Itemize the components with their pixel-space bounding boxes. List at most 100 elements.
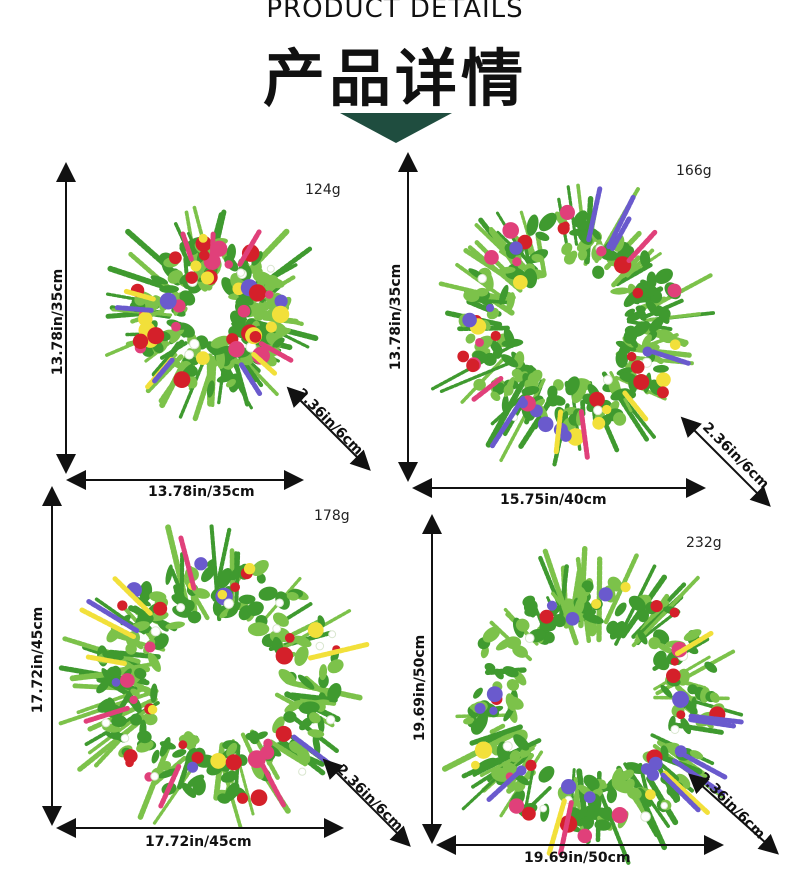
flower <box>210 752 227 769</box>
flower <box>265 290 274 299</box>
leaf <box>709 692 720 703</box>
leaf <box>660 684 673 698</box>
leaf <box>480 646 489 659</box>
leaf <box>247 622 270 637</box>
flower <box>150 626 161 637</box>
flower <box>198 233 208 243</box>
flower <box>198 249 210 261</box>
flower <box>173 371 191 389</box>
leaf <box>476 757 497 770</box>
flower <box>484 250 499 265</box>
flower <box>184 349 195 360</box>
flower-spike <box>209 231 216 259</box>
leaf <box>216 374 232 383</box>
flower-spike <box>677 750 728 780</box>
leaf <box>165 564 173 585</box>
flower <box>537 416 554 433</box>
leaf <box>639 250 651 268</box>
leaf <box>586 805 597 821</box>
leaf <box>653 364 669 373</box>
flower <box>274 294 288 308</box>
flower <box>249 330 262 343</box>
flower-spike <box>86 599 140 634</box>
flower <box>509 241 523 255</box>
leaf <box>158 768 178 779</box>
wreath-image <box>430 182 716 467</box>
fern-frond <box>290 680 364 701</box>
leaf <box>152 633 169 650</box>
flower-spike <box>152 357 175 384</box>
flower <box>589 391 605 408</box>
flower <box>592 416 606 430</box>
leaf <box>139 581 153 603</box>
leaf <box>220 770 239 783</box>
flower <box>667 283 682 298</box>
leaf <box>295 743 311 764</box>
leaf <box>327 659 344 674</box>
leaf <box>159 741 176 750</box>
leaf <box>150 275 169 285</box>
leaf <box>641 286 658 298</box>
leaf <box>187 774 205 788</box>
leaf <box>646 271 657 290</box>
flower <box>669 339 681 350</box>
fern-frond <box>165 524 191 610</box>
leaf <box>495 637 515 651</box>
leaf <box>649 316 665 333</box>
flower-spike <box>259 761 287 808</box>
leaf <box>505 693 517 712</box>
flower <box>224 260 234 269</box>
flower <box>271 305 290 324</box>
flower <box>466 358 480 373</box>
flower <box>196 351 210 365</box>
flower <box>475 338 485 347</box>
flower <box>144 641 156 653</box>
leaf <box>582 613 604 624</box>
leaf <box>615 349 628 368</box>
flower-spike <box>123 288 156 302</box>
flower <box>187 761 199 773</box>
leaf <box>565 376 580 396</box>
leaf <box>283 711 297 723</box>
leaf <box>157 620 169 632</box>
leaf <box>561 242 573 255</box>
flower <box>217 589 228 600</box>
leaf <box>106 666 120 681</box>
flower <box>632 287 644 299</box>
wreath-image <box>58 524 371 829</box>
flower <box>513 275 528 290</box>
flower <box>178 740 188 750</box>
leaf <box>318 664 328 681</box>
flower-spike <box>112 576 153 616</box>
leaf <box>613 412 627 426</box>
flower <box>591 598 602 610</box>
flower <box>159 292 177 310</box>
leaf <box>583 774 600 790</box>
fern-frond <box>87 704 155 755</box>
fern-frond <box>542 548 579 646</box>
leaf <box>159 285 179 294</box>
flower <box>147 704 158 715</box>
flower <box>596 245 607 257</box>
flower <box>524 633 535 644</box>
flower-spike <box>180 231 194 262</box>
leaf <box>125 642 137 655</box>
flower <box>265 321 277 333</box>
leaf <box>680 717 692 735</box>
leaf <box>640 279 651 290</box>
leaf <box>628 595 646 612</box>
leaf <box>307 729 325 738</box>
fern-frond <box>655 649 736 696</box>
leaf <box>581 580 594 593</box>
flower <box>236 792 249 804</box>
fern-frond <box>234 551 241 612</box>
flower <box>656 372 671 388</box>
flower <box>645 789 656 800</box>
flower <box>228 341 245 358</box>
leaf <box>463 717 475 725</box>
leaf <box>513 734 530 751</box>
leaf <box>150 683 158 703</box>
fern-frond <box>289 692 338 703</box>
flower <box>626 351 637 362</box>
leaf <box>648 637 661 650</box>
